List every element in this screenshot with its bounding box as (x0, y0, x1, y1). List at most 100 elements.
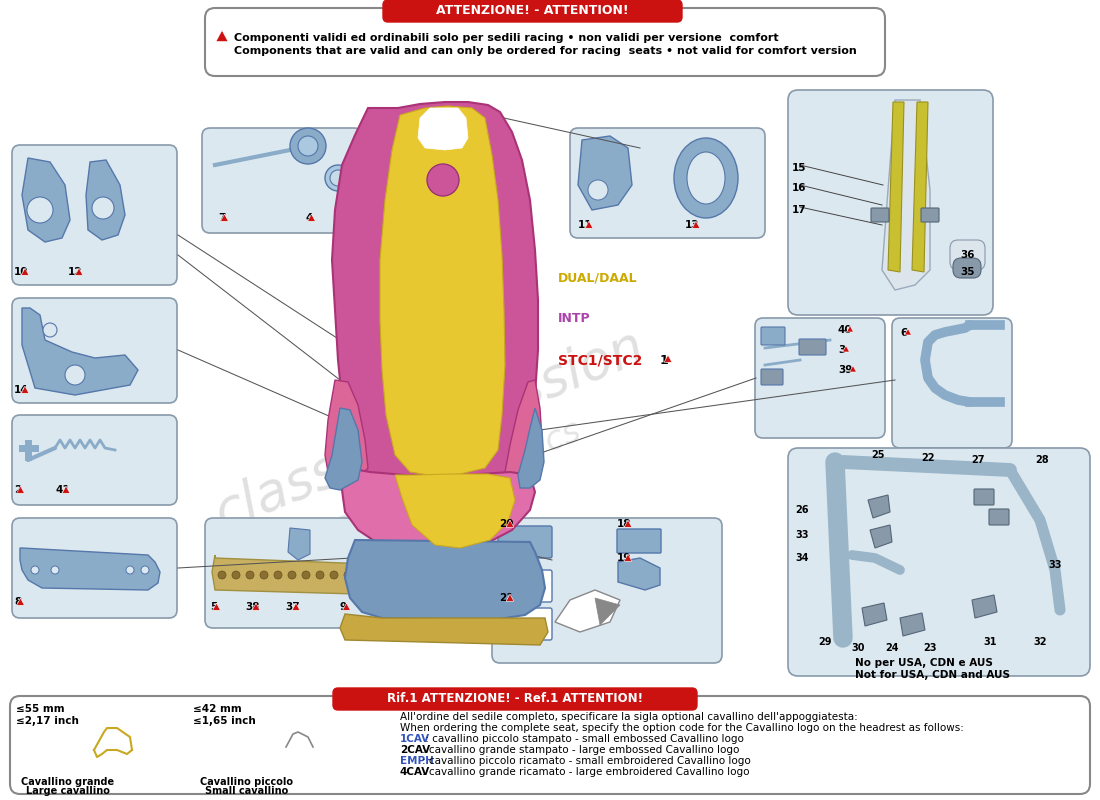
Polygon shape (862, 603, 887, 626)
Polygon shape (16, 486, 24, 494)
FancyBboxPatch shape (12, 518, 177, 618)
Circle shape (28, 197, 53, 223)
Text: Cavallino piccolo: Cavallino piccolo (200, 777, 294, 787)
Polygon shape (22, 158, 70, 242)
Polygon shape (288, 528, 310, 560)
Polygon shape (16, 598, 24, 606)
FancyBboxPatch shape (989, 509, 1009, 525)
Polygon shape (518, 408, 544, 488)
Circle shape (427, 164, 459, 196)
Text: 1CAV: 1CAV (400, 734, 430, 744)
Text: 37: 37 (285, 602, 299, 612)
FancyBboxPatch shape (799, 339, 826, 355)
FancyBboxPatch shape (761, 327, 785, 345)
Text: Small cavallino: Small cavallino (206, 786, 288, 796)
Text: 4CAV: 4CAV (400, 767, 430, 777)
Circle shape (298, 136, 318, 156)
FancyBboxPatch shape (202, 128, 362, 233)
Text: 8: 8 (14, 597, 21, 607)
Text: 11: 11 (578, 220, 593, 230)
Text: 30: 30 (851, 643, 865, 653)
Polygon shape (216, 30, 228, 42)
Text: 6: 6 (900, 328, 908, 338)
FancyBboxPatch shape (10, 696, 1090, 794)
Text: 17: 17 (792, 205, 806, 215)
Polygon shape (624, 520, 631, 527)
Text: 12: 12 (68, 267, 82, 277)
Polygon shape (324, 408, 362, 490)
Text: 22: 22 (922, 453, 935, 463)
Polygon shape (505, 380, 542, 480)
Polygon shape (882, 100, 930, 290)
Text: 19: 19 (617, 553, 631, 563)
Polygon shape (870, 525, 892, 548)
Ellipse shape (688, 152, 725, 204)
Circle shape (588, 180, 608, 200)
Circle shape (260, 571, 268, 579)
Text: 3: 3 (838, 345, 845, 355)
Text: 23: 23 (923, 643, 937, 653)
Circle shape (290, 128, 326, 164)
Polygon shape (624, 554, 631, 562)
Circle shape (316, 571, 324, 579)
Text: 14: 14 (14, 385, 29, 395)
Text: passion for classics: passion for classics (275, 414, 585, 566)
Polygon shape (293, 603, 300, 610)
FancyBboxPatch shape (761, 369, 783, 385)
Circle shape (43, 323, 57, 337)
Polygon shape (212, 555, 398, 595)
FancyBboxPatch shape (12, 145, 177, 285)
FancyBboxPatch shape (892, 318, 1012, 448)
FancyBboxPatch shape (788, 448, 1090, 676)
Polygon shape (585, 221, 593, 228)
Polygon shape (556, 590, 620, 632)
Text: : cavallino piccolo stampato - small embossed Cavallino logo: : cavallino piccolo stampato - small emb… (422, 734, 744, 744)
FancyBboxPatch shape (383, 0, 682, 22)
Polygon shape (618, 558, 660, 590)
Polygon shape (252, 603, 260, 610)
Text: 18: 18 (617, 519, 631, 529)
Circle shape (246, 571, 254, 579)
FancyBboxPatch shape (12, 298, 177, 403)
Circle shape (141, 566, 149, 574)
Circle shape (65, 365, 85, 385)
Polygon shape (888, 102, 904, 272)
Text: ≤42 mm: ≤42 mm (192, 704, 242, 714)
Text: ATTENZIONE! - ATTENTION!: ATTENZIONE! - ATTENTION! (436, 5, 628, 18)
Text: Components that are valid and can only be ordered for racing  seats • not valid : Components that are valid and can only b… (234, 46, 857, 56)
Text: 2: 2 (14, 485, 21, 495)
Text: 20: 20 (499, 519, 514, 529)
FancyBboxPatch shape (205, 518, 405, 628)
Polygon shape (664, 355, 672, 362)
Text: When ordering the complete seat, specify the option code for the Cavallino logo : When ordering the complete seat, specify… (400, 723, 964, 733)
Circle shape (288, 571, 296, 579)
Text: 7: 7 (218, 213, 226, 223)
FancyBboxPatch shape (617, 529, 661, 553)
Text: classiccarpassion: classiccarpassion (208, 320, 652, 540)
Circle shape (302, 571, 310, 579)
FancyBboxPatch shape (265, 718, 345, 773)
Text: 32: 32 (1033, 637, 1047, 647)
Text: 36: 36 (960, 250, 975, 260)
FancyBboxPatch shape (190, 698, 365, 790)
FancyBboxPatch shape (78, 718, 178, 773)
Polygon shape (340, 614, 548, 645)
Polygon shape (506, 594, 514, 602)
Circle shape (274, 571, 282, 579)
Text: ≤55 mm: ≤55 mm (16, 704, 65, 714)
Text: 5: 5 (210, 602, 218, 612)
FancyBboxPatch shape (12, 415, 177, 505)
Text: 27: 27 (971, 455, 984, 465)
Polygon shape (849, 366, 857, 372)
Text: 9: 9 (340, 602, 348, 612)
Text: Rif.1 ATTENZIONE! - Ref.1 ATTENTION!: Rif.1 ATTENZIONE! - Ref.1 ATTENTION! (387, 693, 644, 706)
Polygon shape (972, 595, 997, 618)
Circle shape (126, 566, 134, 574)
Polygon shape (847, 326, 854, 332)
Polygon shape (21, 268, 29, 275)
Text: 26: 26 (795, 505, 808, 515)
Text: STC1/STC2: STC1/STC2 (558, 353, 642, 367)
Polygon shape (578, 136, 632, 210)
Text: 41: 41 (55, 485, 69, 495)
Text: Cavallino grande: Cavallino grande (21, 777, 114, 787)
